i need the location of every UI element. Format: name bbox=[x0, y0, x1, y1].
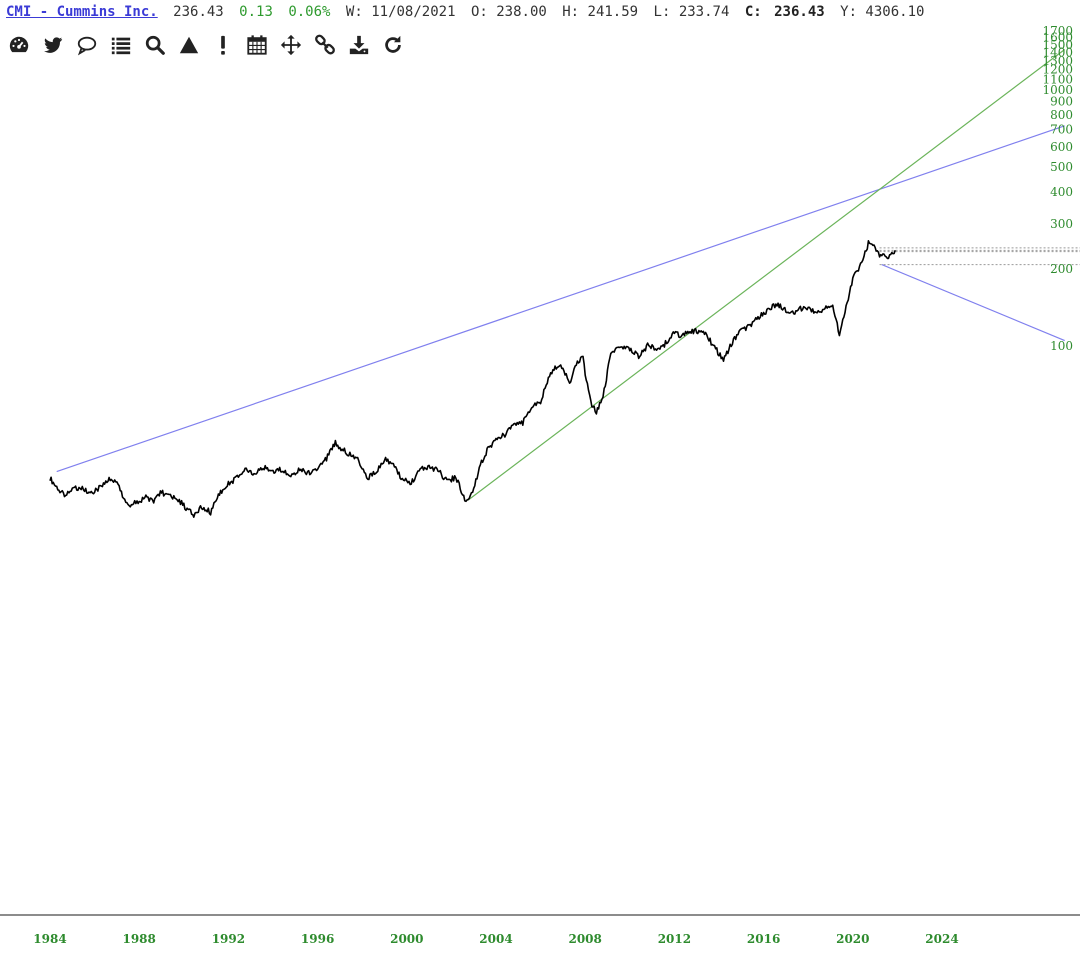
x-tick-label: 2000 bbox=[390, 932, 423, 946]
download-icon[interactable] bbox=[346, 32, 372, 58]
list-icon[interactable] bbox=[108, 32, 134, 58]
y-tick-label: 300 bbox=[1050, 217, 1073, 231]
y-tick-label: 200 bbox=[1050, 262, 1073, 276]
x-tick-label: 1984 bbox=[33, 932, 66, 946]
x-axis: 1984 1988 1992 1996 2000 2004 2008 2012 2016 2020… bbox=[33, 932, 958, 946]
move-icon[interactable] bbox=[278, 32, 304, 58]
x-tick-label: 2008 bbox=[568, 932, 601, 946]
y-tick-label: 1100 bbox=[1042, 72, 1073, 86]
y-tick-label: 1700 bbox=[1042, 24, 1073, 38]
y-tick-label: 1600 bbox=[1042, 31, 1073, 45]
price-change: 0.13 bbox=[239, 4, 273, 20]
y-tick-label: 500 bbox=[1050, 160, 1073, 174]
last-price: 236.43 bbox=[173, 4, 224, 20]
calendar-icon[interactable] bbox=[244, 32, 270, 58]
close-label: C: bbox=[744, 4, 762, 20]
y-tick-label: 400 bbox=[1050, 185, 1073, 199]
twitter-icon[interactable] bbox=[40, 32, 66, 58]
search-icon[interactable] bbox=[142, 32, 168, 58]
y-tick-label: 700 bbox=[1050, 123, 1073, 137]
comment-icon[interactable] bbox=[74, 32, 100, 58]
y-tick-label: 100 bbox=[1050, 339, 1073, 353]
x-tick-label: 1988 bbox=[122, 932, 155, 946]
y-value: Y: 4306.10 bbox=[840, 4, 925, 20]
chart-toolbar bbox=[6, 32, 406, 58]
exclamation-icon[interactable] bbox=[210, 32, 236, 58]
y-tick-label: 900 bbox=[1050, 95, 1073, 109]
reference-levels bbox=[879, 247, 1080, 266]
price-change-pct: 0.06% bbox=[288, 4, 331, 20]
close-price: 236.43 bbox=[774, 4, 825, 20]
y-axis: 1002003004005006007008009001000110012001… bbox=[1042, 24, 1073, 353]
trendlines bbox=[56, 49, 1066, 501]
price-line bbox=[49, 240, 896, 519]
y-tick-label: 1500 bbox=[1042, 38, 1073, 52]
quote-header: CMI - Cummins Inc. 236.43 0.13 0.06% W: … bbox=[6, 4, 931, 26]
x-tick-label: 2024 bbox=[925, 932, 958, 946]
lower-trendline bbox=[467, 49, 1066, 501]
x-tick-label: 2012 bbox=[658, 932, 691, 946]
refresh-icon[interactable] bbox=[380, 32, 406, 58]
y-tick-label: 1200 bbox=[1042, 63, 1073, 77]
y-tick-label: 1300 bbox=[1042, 54, 1073, 68]
x-tick-label: 1992 bbox=[212, 932, 245, 946]
y-tick-label: 1000 bbox=[1042, 83, 1073, 97]
upper-trendline bbox=[56, 125, 1065, 473]
high-price: H: 241.59 bbox=[562, 4, 639, 20]
dashboard-icon[interactable] bbox=[6, 32, 32, 58]
x-tick-label: 2016 bbox=[747, 932, 780, 946]
x-tick-label: 2020 bbox=[836, 932, 869, 946]
open-price: O: 238.00 bbox=[470, 4, 547, 20]
y-tick-label: 600 bbox=[1050, 140, 1073, 154]
y-tick-label: 1400 bbox=[1042, 46, 1073, 60]
x-tick-label: 1996 bbox=[301, 932, 334, 946]
price-series bbox=[49, 240, 896, 519]
x-tick-label: 2004 bbox=[479, 932, 512, 946]
period-date: W: 11/08/2021 bbox=[345, 4, 456, 20]
low-price: L: 233.74 bbox=[653, 4, 730, 20]
y-tick-label: 800 bbox=[1050, 108, 1073, 122]
channel-line bbox=[881, 264, 1065, 342]
link-icon[interactable] bbox=[312, 32, 338, 58]
triangle-icon[interactable] bbox=[176, 32, 202, 58]
symbol-link[interactable]: CMI - Cummins Inc. bbox=[6, 4, 158, 20]
